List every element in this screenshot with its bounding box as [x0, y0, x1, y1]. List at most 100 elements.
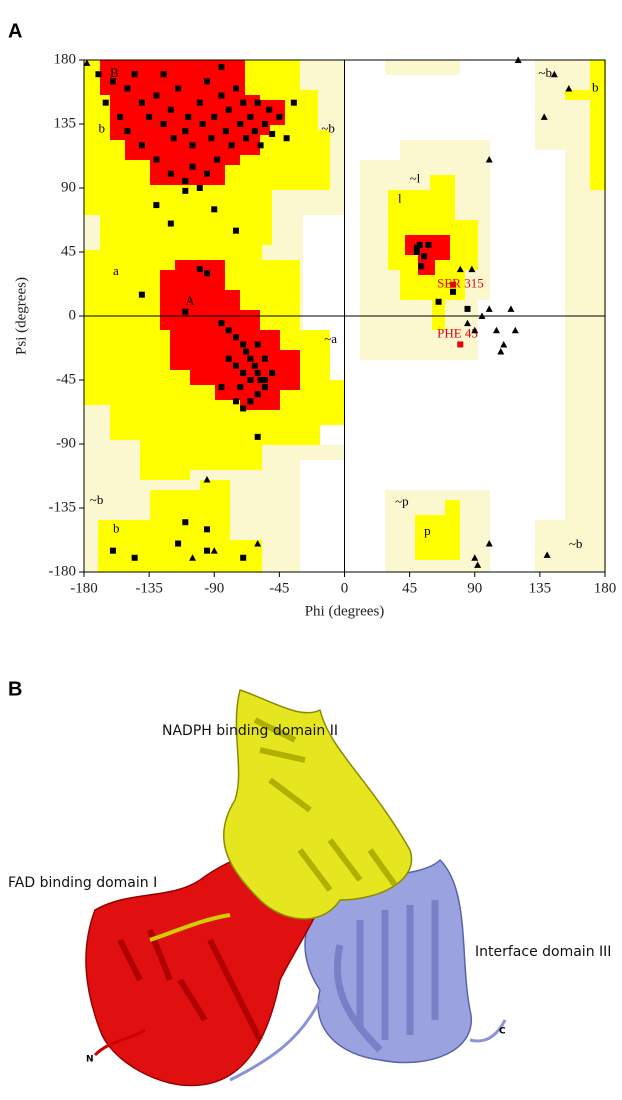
region-label: SER 315 — [437, 276, 484, 291]
glycine-point — [83, 59, 91, 66]
panel-label: A — [8, 20, 22, 42]
y-tick-label: 180 — [54, 51, 77, 67]
residue-point — [254, 99, 261, 106]
x-tick-label: 90 — [467, 580, 482, 596]
panel-label: B — [8, 678, 22, 700]
x-tick-label: 0 — [341, 580, 349, 596]
region-label: b — [592, 79, 599, 94]
core-region — [160, 260, 300, 410]
residue-point — [240, 99, 247, 106]
residue-point — [182, 177, 189, 184]
residue-point — [153, 202, 160, 209]
residue-point — [131, 71, 138, 78]
residue-point — [204, 170, 211, 177]
x-tick-label: -135 — [135, 580, 163, 596]
domain-ii-strands — [253, 717, 398, 892]
residue-point — [283, 135, 290, 142]
x-tick-label: -90 — [204, 580, 224, 596]
residue-point — [211, 206, 218, 213]
allowed-region — [415, 500, 460, 560]
glycine-point — [514, 56, 522, 63]
residue-point — [138, 99, 145, 106]
residue-point — [450, 288, 457, 295]
residue-point — [237, 121, 244, 127]
residue-point — [240, 369, 247, 376]
glycine-point — [492, 326, 500, 334]
residue-point — [251, 128, 258, 135]
residue-point — [464, 305, 471, 312]
x-tick-label: 135 — [529, 580, 552, 596]
residue-point — [189, 142, 196, 149]
y-axis-title: Psi (degrees) — [13, 277, 29, 355]
glycine-point — [254, 540, 262, 547]
domain-ii-loop — [149, 913, 231, 942]
residue-point — [228, 142, 235, 149]
region-label: p — [424, 523, 431, 538]
residue-point — [237, 384, 244, 391]
glycine-point — [507, 305, 515, 312]
residue-point — [269, 369, 276, 376]
terminus-label: N — [86, 1055, 94, 1065]
region-label: ~b — [90, 492, 104, 507]
residue-point — [266, 106, 273, 113]
region-label: PHE 45 — [437, 325, 478, 340]
allowed-region — [98, 480, 262, 572]
glycine-point — [485, 305, 493, 312]
residue-point — [257, 377, 264, 383]
residue-point — [170, 135, 177, 142]
residue-point — [196, 99, 203, 106]
residue-point — [435, 298, 442, 305]
residue-point — [214, 156, 221, 163]
residue-point — [425, 241, 432, 248]
residue-point — [290, 99, 297, 106]
residue-point — [124, 85, 131, 92]
residue-point — [211, 113, 218, 120]
x-tick-label: -45 — [269, 580, 289, 596]
residue-point — [153, 156, 160, 163]
y-tick-label: 135 — [54, 115, 77, 131]
glycine-point — [471, 554, 479, 561]
y-tick-label: -45 — [56, 371, 76, 387]
domain-label: NADPH binding domain II — [162, 723, 338, 739]
residue-point — [247, 377, 254, 383]
residue-point — [153, 92, 160, 99]
glycine-point — [485, 156, 493, 163]
residue-point — [225, 355, 232, 362]
residue-point — [240, 554, 247, 561]
residue-point — [204, 547, 211, 554]
domain-ii-ribbon — [222, 689, 413, 920]
region-label: B — [110, 65, 119, 80]
glycine-point — [203, 476, 211, 483]
glycine-point — [497, 348, 505, 355]
residue-point — [247, 113, 254, 120]
residue-point — [109, 78, 116, 85]
residue-point — [185, 113, 192, 120]
region-label: b — [113, 520, 120, 535]
residue-point — [196, 266, 203, 273]
y-tick-label: 45 — [61, 243, 76, 259]
residue-point — [124, 128, 131, 135]
residue-point — [167, 106, 174, 113]
residue-point — [276, 113, 283, 120]
residue-point — [269, 130, 276, 137]
residue-point — [182, 308, 189, 315]
residue-point — [167, 220, 174, 227]
residue-point — [254, 369, 261, 376]
region-label: A — [185, 293, 195, 308]
residue-point — [416, 241, 423, 248]
domain-iii-strands — [333, 900, 439, 1053]
glycine-point — [210, 547, 218, 554]
residue-point — [251, 362, 258, 369]
y-tick-label: 0 — [69, 307, 77, 323]
residue-point — [95, 71, 102, 78]
residue-point — [254, 341, 261, 348]
residue-point — [457, 341, 464, 348]
residue-point — [225, 327, 232, 334]
glycine-point — [500, 340, 508, 348]
y-tick-label: 90 — [61, 179, 76, 195]
residue-point — [421, 253, 428, 260]
residue-point — [204, 78, 211, 85]
region-label: ~b — [321, 121, 335, 136]
residue-point — [218, 64, 225, 71]
